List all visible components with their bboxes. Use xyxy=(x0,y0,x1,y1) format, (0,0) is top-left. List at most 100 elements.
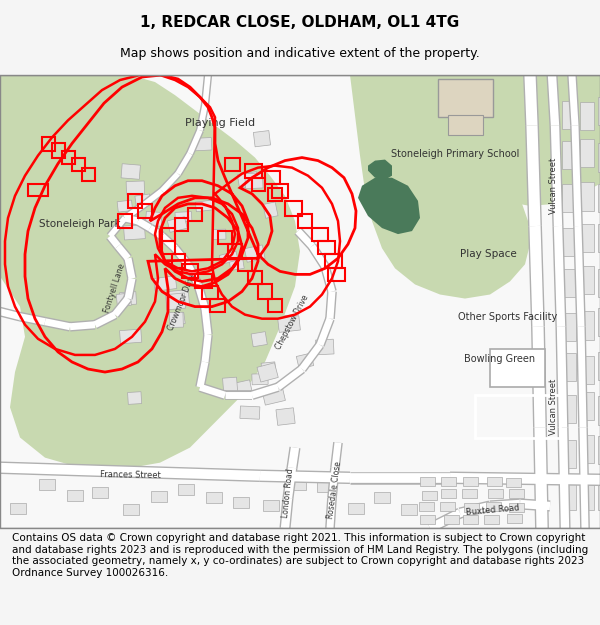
Bar xyxy=(598,224,600,253)
Bar xyxy=(38,479,55,490)
Text: Buxted Road: Buxted Road xyxy=(466,503,520,517)
Bar xyxy=(126,181,145,194)
Bar xyxy=(240,406,260,419)
Bar xyxy=(245,173,263,189)
Bar xyxy=(235,380,252,395)
Bar xyxy=(419,503,434,511)
Bar xyxy=(438,79,493,118)
Text: Stoneleigh Primary School: Stoneleigh Primary School xyxy=(391,149,519,159)
Bar xyxy=(154,276,177,291)
Bar xyxy=(92,487,109,498)
Bar xyxy=(151,491,167,502)
Bar xyxy=(598,396,600,424)
Bar xyxy=(124,224,145,240)
Bar xyxy=(67,490,83,501)
Bar xyxy=(169,312,184,328)
Bar xyxy=(444,514,459,524)
Bar xyxy=(116,293,131,307)
Bar xyxy=(507,514,522,523)
Bar xyxy=(462,489,477,499)
Bar xyxy=(401,504,417,515)
Bar xyxy=(506,478,521,487)
Text: Bowling Green: Bowling Green xyxy=(464,354,536,364)
Bar xyxy=(420,515,435,524)
Text: 1, REDCAR CLOSE, OLDHAM, OL1 4TG: 1, REDCAR CLOSE, OLDHAM, OL1 4TG xyxy=(140,15,460,30)
Bar xyxy=(440,489,455,498)
Polygon shape xyxy=(358,177,420,234)
Polygon shape xyxy=(350,75,530,299)
Bar xyxy=(284,315,298,327)
Bar xyxy=(562,141,576,169)
Bar xyxy=(562,101,576,129)
Bar xyxy=(490,349,545,387)
Bar xyxy=(135,194,151,208)
Bar xyxy=(580,356,594,384)
Bar xyxy=(488,489,503,498)
Bar xyxy=(475,395,560,438)
Bar xyxy=(442,477,457,486)
Bar xyxy=(598,97,600,125)
Text: Play Space: Play Space xyxy=(460,249,517,259)
Bar xyxy=(122,504,139,515)
Bar xyxy=(117,200,133,212)
Bar xyxy=(580,392,594,421)
Bar xyxy=(598,481,600,509)
Bar xyxy=(509,503,524,512)
Bar xyxy=(233,496,249,508)
Bar xyxy=(212,229,226,239)
Bar xyxy=(598,436,600,464)
Bar xyxy=(562,481,576,509)
Bar xyxy=(580,102,594,130)
Bar xyxy=(317,481,333,492)
Bar xyxy=(598,184,600,213)
Bar xyxy=(296,353,314,369)
Bar xyxy=(580,139,594,167)
Bar xyxy=(119,292,137,305)
Bar xyxy=(128,392,142,404)
Bar xyxy=(374,492,390,503)
Bar xyxy=(464,503,479,512)
Bar xyxy=(193,138,212,151)
Bar xyxy=(487,477,502,486)
Bar xyxy=(253,131,271,147)
Bar xyxy=(257,362,278,382)
Bar xyxy=(562,269,576,298)
Bar xyxy=(170,312,185,326)
Bar xyxy=(580,224,594,253)
Bar xyxy=(440,503,455,511)
Bar xyxy=(562,353,576,381)
Bar xyxy=(251,332,268,347)
Bar xyxy=(598,308,600,336)
Bar xyxy=(229,258,244,271)
Bar xyxy=(580,182,594,211)
Bar xyxy=(263,202,278,218)
Bar xyxy=(10,503,26,514)
Bar xyxy=(562,440,576,469)
Bar xyxy=(562,228,576,256)
Bar xyxy=(252,374,268,385)
Bar xyxy=(598,352,600,381)
Bar xyxy=(487,503,502,511)
Bar xyxy=(121,164,140,179)
Bar xyxy=(463,514,478,524)
Polygon shape xyxy=(368,159,392,180)
Bar xyxy=(316,339,334,355)
Text: Other Sports Facility: Other Sports Facility xyxy=(458,312,557,322)
Bar xyxy=(484,514,499,524)
Bar xyxy=(238,172,259,188)
Bar xyxy=(580,266,594,294)
Bar xyxy=(206,492,221,504)
Text: Frances Street: Frances Street xyxy=(100,470,160,480)
Bar xyxy=(580,482,594,511)
Bar xyxy=(145,211,162,226)
Text: Fontyell Lane: Fontyell Lane xyxy=(103,262,127,314)
Bar xyxy=(119,329,142,344)
Bar xyxy=(219,251,238,264)
Polygon shape xyxy=(0,75,300,470)
Bar xyxy=(598,269,600,297)
Bar xyxy=(262,386,286,405)
Text: Vulcan Street: Vulcan Street xyxy=(550,158,559,214)
Polygon shape xyxy=(405,75,600,206)
Text: Map shows position and indicative extent of the property.: Map shows position and indicative extent… xyxy=(120,48,480,61)
Text: Playing Field: Playing Field xyxy=(185,118,255,128)
